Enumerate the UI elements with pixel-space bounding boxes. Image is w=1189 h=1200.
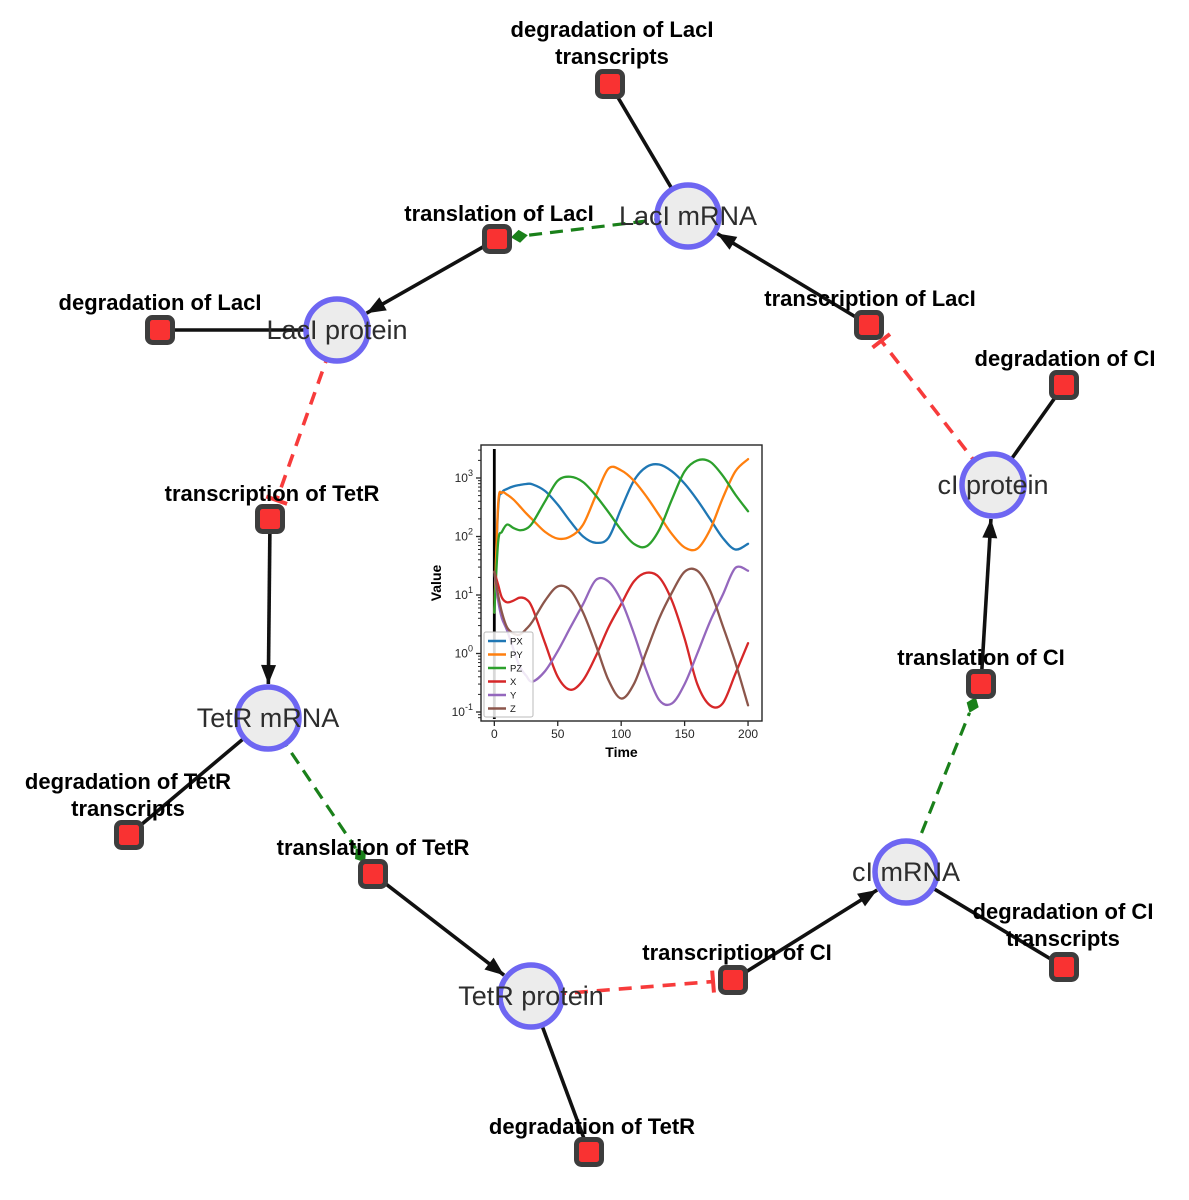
x-tick-label-100: 100 [611,727,631,741]
inhibition-tbar-icon [265,494,288,506]
reaction-label-transl-ci: translation of CI [897,645,1064,670]
edge-markers-layer [261,229,998,993]
reaction-node-tx-ci [718,965,748,995]
series-line-X [493,570,750,709]
reaction-node-transl-ci [966,669,996,699]
production-arrowhead-icon [484,957,505,976]
reaction-node-deg-ci-transcripts [1049,952,1079,982]
edge-tx-ci-ci-mrna [732,888,879,982]
reaction-node-deg-tetr-transcripts [114,820,144,850]
species-node-ci-protein [959,451,1027,519]
species-label-ci-mrna: cI mRNA [852,857,960,887]
species-label-tetr-mrna: TetR mRNA [197,703,340,733]
reaction-node-deg-laci [145,315,175,345]
species-node-laci-protein [303,296,371,364]
reaction-node-transl-tetr [358,859,388,889]
legend-label-Y: Y [510,691,517,702]
species-node-tetr-mrna [234,684,302,752]
inhibition-tbar-icon [871,332,892,350]
species-label-laci-mrna: LacI mRNA [619,201,757,231]
reaction-label-tx-ci: transcription of CI [642,940,831,965]
x-tick-label-50: 50 [551,727,565,741]
labels-layer: LacI mRNA LacI protein TetR mRNA TetR prote… [25,17,1156,1139]
production-arrowhead-icon [857,890,878,907]
reaction-label-transl-laci: translation of LacI [404,201,593,226]
species-node-tetr-protein [497,962,565,1030]
chart-legend: PX PY PZ XYZ [483,631,534,718]
legend-label-X: X [510,677,517,688]
edge-transl-tetr-tetr-protein [371,872,506,977]
nodes-layer [114,69,1079,1167]
y-axis-label: Value [428,565,444,602]
reaction-node-tx-laci [854,310,884,340]
species-label-tetr-protein: TetR protein [458,981,604,1011]
production-arrowhead-icon [717,233,738,250]
reaction-label-deg-laci-transcripts: degradation of LacI transcripts [511,17,714,69]
production-arrowhead-icon [982,518,998,539]
legend-label-PY: PY [510,650,523,661]
edge-tx-laci-laci-mrna [716,231,870,327]
reaction-node-deg-ci [1049,370,1079,400]
species-label-laci-protein: LacI protein [266,315,407,345]
reaction-label-tx-tetr: transcription of TetR [165,481,380,506]
legend-label-Z: Z [510,704,516,715]
production-arrowhead-icon [366,297,387,314]
legend-label-PX: PX [510,637,523,648]
reaction-node-deg-tetr [574,1137,604,1167]
x-tick-label-200: 200 [738,727,758,741]
reaction-node-transl-laci [482,224,512,254]
edge-transl-laci-laci-protein [365,237,498,315]
series-line-PZ [493,458,750,614]
x-tick-label-0: 0 [491,727,498,741]
reaction-label-tx-laci: transcription of LacI [764,286,975,311]
reaction-label-deg-ci-transcripts: degradation of CI transcripts [973,899,1154,951]
species-node-laci-mrna [654,182,722,250]
time-course-chart: 0 50 100 150 20010310210110010-1TimeValuePXP… [421,428,777,764]
species-label-ci-protein: cI protein [937,470,1048,500]
species-node-ci-mrna [872,838,940,906]
x-axis-label: Time [605,744,638,760]
reaction-node-deg-laci-transcripts [595,69,625,99]
reaction-label-transl-tetr: translation of TetR [277,835,470,860]
modifier-diamond-icon [510,229,528,243]
reaction-label-deg-tetr-transcripts: degradation of TetR transcripts [25,769,231,821]
reaction-label-deg-ci: degradation of CI [975,346,1156,371]
reaction-label-deg-tetr: degradation of TetR [489,1114,695,1139]
series-line-PY [493,458,750,614]
legend-label-PZ: PZ [510,664,522,675]
production-arrowhead-icon [261,664,277,685]
edge-tx-tetr-tetr-mrna [266,518,272,685]
modifier-diamond-icon [355,848,366,863]
series-line-PX [493,463,750,614]
inhibition-tbar-icon [710,970,716,993]
legend-box [483,631,534,718]
edge-transl-ci-ci-protein [979,518,993,685]
reaction-label-deg-laci: degradation of LacI [59,290,262,315]
x-tick-label-150: 150 [675,727,695,741]
reaction-node-tx-tetr [255,504,285,534]
modifier-diamond-icon [966,697,979,713]
